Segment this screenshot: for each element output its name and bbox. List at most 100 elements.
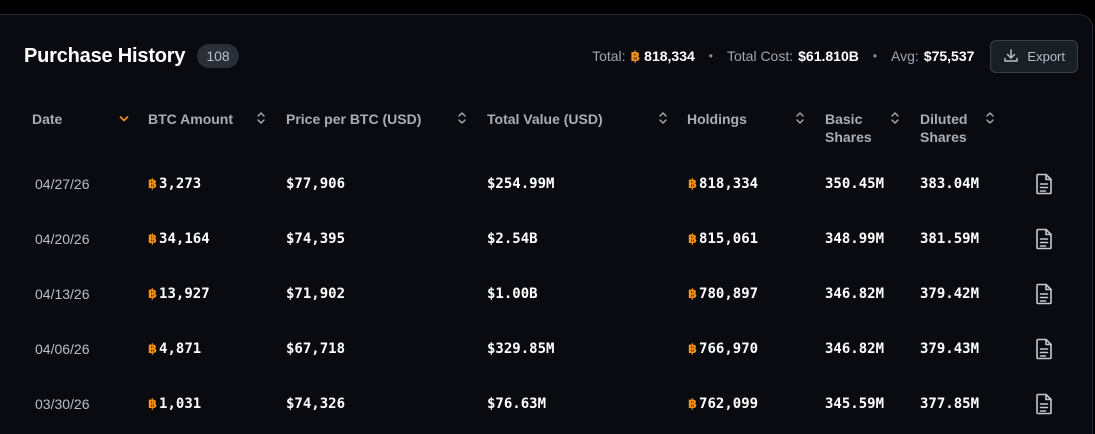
basic-shares-cell: 345.59M <box>825 396 885 412</box>
price-cell: $71,902 <box>286 286 346 302</box>
total-value-cell: $254.99M <box>487 176 555 192</box>
separator: • <box>872 49 878 63</box>
document-icon[interactable] <box>1035 338 1053 364</box>
column-label: Basic <box>825 111 863 127</box>
column-header-total-value[interactable]: Total Value (USD) <box>487 110 603 128</box>
count-badge: 108 <box>197 44 239 68</box>
diluted-shares-cell: 383.04M <box>920 176 980 192</box>
document-icon[interactable] <box>1035 228 1053 254</box>
column-label: Price per BTC (USD) <box>286 111 422 127</box>
btc-icon: ฿ <box>688 232 698 247</box>
basic-shares-cell: 350.45M <box>825 176 885 192</box>
total-value-cell: $76.63M <box>487 396 547 412</box>
btc-amount-value: 1,031 <box>159 396 202 412</box>
holdings-value: 818,334 <box>699 176 759 192</box>
column-label: Shares <box>825 129 872 145</box>
btc-amount-cell: ฿ 4,871 <box>148 339 201 360</box>
total-value-cell: $329.85M <box>487 341 555 357</box>
btc-amount-value: 34,164 <box>159 231 210 247</box>
total-cost-value: $61.810B <box>798 48 859 64</box>
summary-stats: Total: ฿ 818,334 • Total Cost: $61.810B … <box>592 48 974 65</box>
btc-amount-value: 4,871 <box>159 341 202 357</box>
btc-icon: ฿ <box>630 47 641 64</box>
price-cell: $67,718 <box>286 341 346 357</box>
table-header: Date BTC Amount Price per BTC (USD) Tota… <box>0 110 1092 150</box>
total-value-cell: $1.00B <box>487 286 538 302</box>
diluted-shares-cell: 379.42M <box>920 286 980 302</box>
sort-icon[interactable] <box>795 111 805 125</box>
column-label: Diluted <box>920 111 968 127</box>
holdings-value: 815,061 <box>699 231 759 247</box>
column-header-holdings[interactable]: Holdings <box>687 110 747 128</box>
basic-shares-cell: 346.82M <box>825 286 885 302</box>
purchase-history-panel: Purchase History 108 Total: ฿ 818,334 • … <box>0 14 1093 434</box>
export-label: Export <box>1027 48 1065 64</box>
btc-icon: ฿ <box>688 287 698 302</box>
column-header-price[interactable]: Price per BTC (USD) <box>286 110 421 128</box>
holdings-value: 766,970 <box>699 341 759 357</box>
column-header-diluted-shares[interactable]: Diluted Shares <box>920 110 967 146</box>
avg-value: $75,537 <box>923 48 975 64</box>
btc-amount-value: 13,927 <box>159 286 210 302</box>
btc-icon: ฿ <box>148 177 158 192</box>
holdings-cell: ฿ 762,099 <box>688 394 758 415</box>
basic-shares-cell: 346.82M <box>825 341 885 357</box>
column-label: Holdings <box>687 111 747 127</box>
sort-icon[interactable] <box>457 111 467 125</box>
diluted-shares-cell: 381.59M <box>920 231 980 247</box>
column-header-btc-amount[interactable]: BTC Amount <box>148 110 233 128</box>
diluted-shares-cell: 377.85M <box>920 396 980 412</box>
date-cell: 03/30/26 <box>35 396 90 412</box>
column-label: Date <box>32 111 63 127</box>
column-label: BTC Amount <box>148 111 234 127</box>
holdings-cell: ฿ 766,970 <box>688 339 758 360</box>
total-cost-label: Total Cost: <box>726 48 794 64</box>
total-value-cell: $2.54B <box>487 231 538 247</box>
separator: • <box>708 49 713 63</box>
sort-icon[interactable] <box>658 111 668 125</box>
price-cell: $74,395 <box>286 231 346 247</box>
column-label: Total Value (USD) <box>487 111 603 127</box>
btc-icon: ฿ <box>688 397 698 412</box>
btc-amount-cell: ฿ 34,164 <box>148 229 210 250</box>
table-row[interactable]: 04/27/26 ฿ 3,273 $77,906 $254.99M ฿ 818,334 350… <box>0 173 1092 229</box>
btc-icon: ฿ <box>688 342 698 357</box>
table-row[interactable]: 04/06/26 ฿ 4,871 $67,718 $329.85M ฿ 766,970 346… <box>0 338 1092 394</box>
column-header-date[interactable]: Date <box>32 110 62 128</box>
holdings-value: 762,099 <box>699 396 759 412</box>
date-cell: 04/20/26 <box>35 231 90 247</box>
date-cell: 04/13/26 <box>35 286 90 302</box>
date-cell: 04/27/26 <box>35 176 90 192</box>
table-row[interactable]: 03/30/26 ฿ 1,031 $74,326 $76.63M ฿ 762,099 345.… <box>0 393 1092 434</box>
avg-label: Avg: <box>891 48 919 64</box>
export-button[interactable]: Export <box>990 39 1078 73</box>
basic-shares-cell: 348.99M <box>825 231 885 247</box>
btc-amount-cell: ฿ 13,927 <box>148 284 210 305</box>
document-icon[interactable] <box>1035 393 1053 419</box>
document-icon[interactable] <box>1035 283 1053 309</box>
btc-amount-cell: ฿ 3,273 <box>148 174 201 195</box>
sort-icon[interactable] <box>985 111 995 125</box>
btc-icon: ฿ <box>148 342 158 357</box>
price-cell: $74,326 <box>286 396 346 412</box>
document-icon[interactable] <box>1035 173 1053 199</box>
holdings-cell: ฿ 815,061 <box>688 229 758 250</box>
btc-icon: ฿ <box>688 177 698 192</box>
total-value-group: ฿ 818,334 <box>631 48 695 65</box>
sort-icon[interactable] <box>256 111 266 125</box>
column-label: Shares <box>920 129 967 145</box>
download-icon <box>1004 49 1019 62</box>
holdings-cell: ฿ 818,334 <box>688 174 758 195</box>
column-header-basic-shares[interactable]: Basic Shares <box>825 110 872 146</box>
sort-icon[interactable] <box>890 111 900 125</box>
table-row[interactable]: 04/20/26 ฿ 34,164 $74,395 $2.54B ฿ 815,061 348.… <box>0 228 1092 284</box>
diluted-shares-cell: 379.43M <box>920 341 980 357</box>
btc-icon: ฿ <box>148 397 158 412</box>
price-cell: $77,906 <box>286 176 346 192</box>
holdings-cell: ฿ 780,897 <box>688 284 758 305</box>
sort-desc-icon[interactable] <box>118 114 130 124</box>
table-row[interactable]: 04/13/26 ฿ 13,927 $71,902 $1.00B ฿ 780,897 346.… <box>0 283 1092 339</box>
holdings-value: 780,897 <box>699 286 759 302</box>
btc-icon: ฿ <box>148 232 158 247</box>
date-cell: 04/06/26 <box>35 341 90 357</box>
